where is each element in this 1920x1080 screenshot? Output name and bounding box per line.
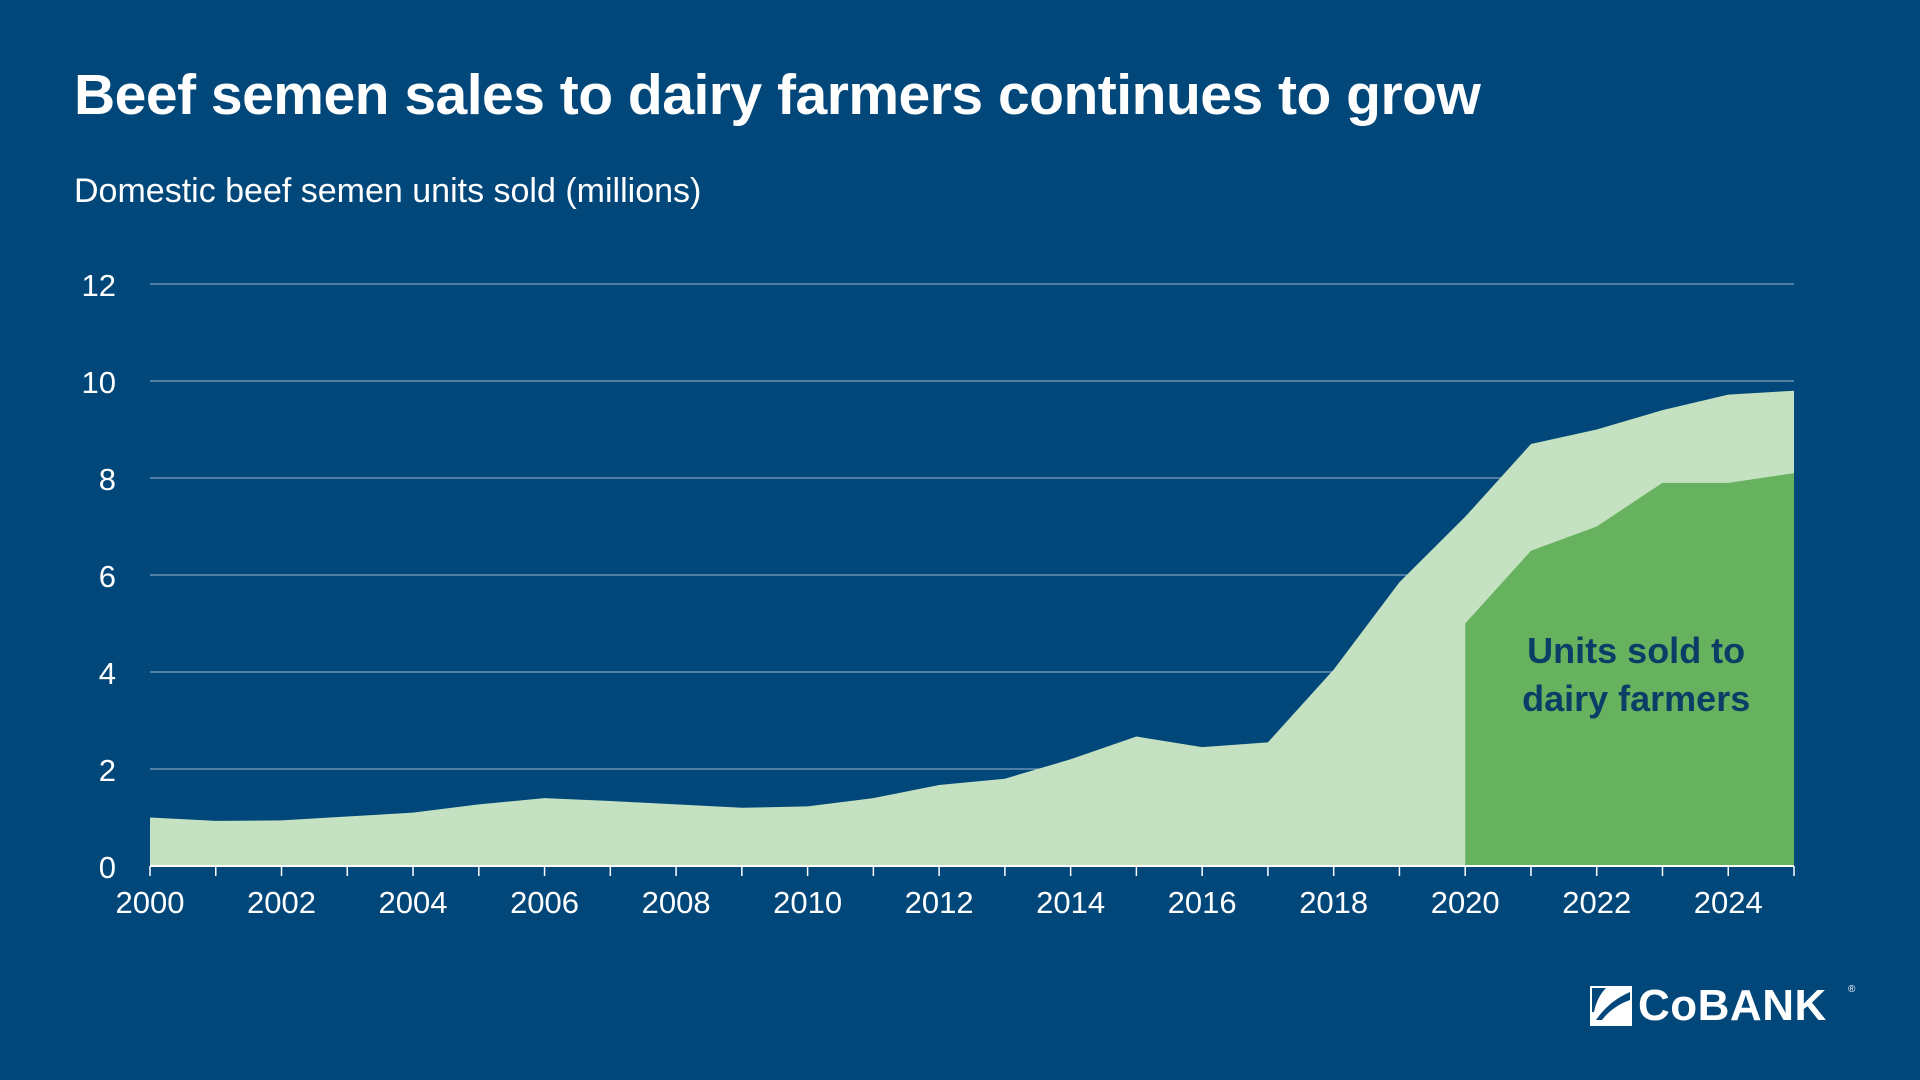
cobank-logo: CoBANK ® xyxy=(1590,981,1855,1030)
chart-title: Beef semen sales to dairy farmers contin… xyxy=(74,63,1481,127)
annotation-dairy-label-line-1: Units sold to xyxy=(1527,630,1745,671)
area-total-units xyxy=(150,390,1794,866)
y-tick-label-12: 12 xyxy=(82,268,116,303)
cobank-logo-mark-icon xyxy=(1590,986,1632,1026)
x-tick-label-2002: 2002 xyxy=(247,885,316,920)
x-tick-label-2000: 2000 xyxy=(116,885,185,920)
x-tick-label-2020: 2020 xyxy=(1431,885,1500,920)
annotation-dairy-label-line-2: dairy farmers xyxy=(1522,678,1750,719)
x-tick-label-2012: 2012 xyxy=(905,885,974,920)
x-tick-label-2022: 2022 xyxy=(1562,885,1631,920)
cobank-logo-text: CoBANK xyxy=(1638,981,1827,1030)
x-tick-label-2024: 2024 xyxy=(1694,885,1763,920)
y-tick-label-2: 2 xyxy=(99,753,116,788)
x-tick-label-2016: 2016 xyxy=(1168,885,1237,920)
x-tick-label-2010: 2010 xyxy=(773,885,842,920)
x-tick-label-2018: 2018 xyxy=(1299,885,1368,920)
y-tick-label-6: 6 xyxy=(99,559,116,594)
cobank-logo-registered: ® xyxy=(1848,984,1856,995)
chart-subtitle: Domestic beef semen units sold (millions… xyxy=(74,172,702,210)
x-tick-label-2014: 2014 xyxy=(1036,885,1105,920)
area-dairy-units xyxy=(1465,473,1794,866)
x-tick-label-2004: 2004 xyxy=(379,885,448,920)
y-tick-label-4: 4 xyxy=(99,656,116,691)
x-tick-label-2008: 2008 xyxy=(642,885,711,920)
area-layer xyxy=(150,390,1794,866)
label-layer: 0 2 4 6 8 10 12 2000 2002 2004 2006 2008 2010 2012 201… xyxy=(82,268,1763,920)
axis-layer xyxy=(149,865,1795,876)
y-tick-label-8: 8 xyxy=(99,462,116,497)
y-tick-label-10: 10 xyxy=(82,365,116,400)
y-tick-label-0: 0 xyxy=(99,850,116,885)
x-tick-label-2006: 2006 xyxy=(510,885,579,920)
